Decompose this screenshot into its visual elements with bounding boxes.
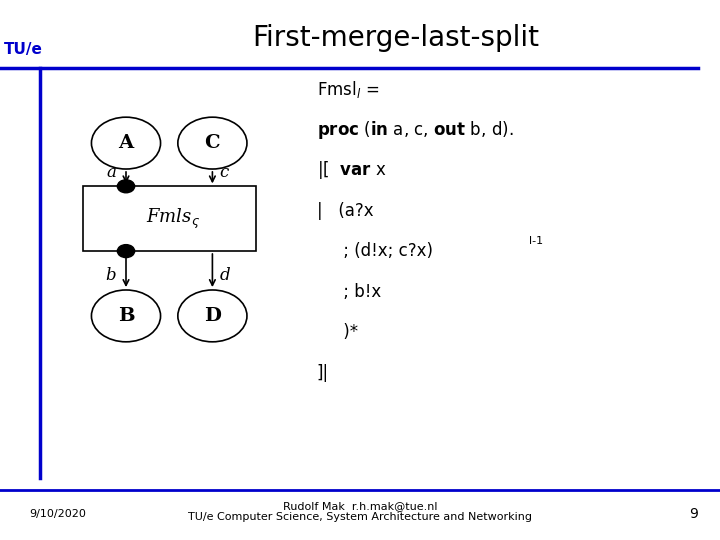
Circle shape [117,245,135,258]
Text: TU/e: TU/e [4,42,42,57]
Text: )*: )* [317,323,358,341]
Text: ; (d!x; c?x): ; (d!x; c?x) [317,242,433,260]
Text: c: c [220,164,229,181]
Text: Rudolf Mak  r.h.mak@tue.nl: Rudolf Mak r.h.mak@tue.nl [283,502,437,511]
Text: Fmls$_{\varsigma}$: Fmls$_{\varsigma}$ [145,207,200,231]
Text: 9/10/2020: 9/10/2020 [29,509,86,519]
Text: |   (a?x: | (a?x [317,201,374,220]
Circle shape [117,180,135,193]
Text: ; b!x: ; b!x [317,282,381,301]
Text: $\mathbf{proc}$ ($\mathbf{in}$ a, c, $\mathbf{out}$ b, d).: $\mathbf{proc}$ ($\mathbf{in}$ a, c, $\m… [317,119,513,140]
Text: 9: 9 [690,507,698,521]
Text: A: A [118,134,134,152]
Text: First-merge-last-split: First-merge-last-split [253,24,539,52]
Text: ]|: ]| [317,363,329,382]
Bar [83,186,256,251]
Text: a: a [106,164,116,181]
Text: d: d [220,267,230,285]
Text: B: B [117,307,135,325]
Text: b: b [105,267,116,285]
Text: C: C [204,134,220,152]
Text: TU/e Computer Science, System Architecture and Networking: TU/e Computer Science, System Architectu… [188,512,532,522]
Text: D: D [204,307,221,325]
Text: l-1: l-1 [529,237,544,246]
Text: Fmsl$_l$ =: Fmsl$_l$ = [317,79,379,99]
Text: |[  $\mathbf{var}$ x: |[ $\mathbf{var}$ x [317,159,387,181]
